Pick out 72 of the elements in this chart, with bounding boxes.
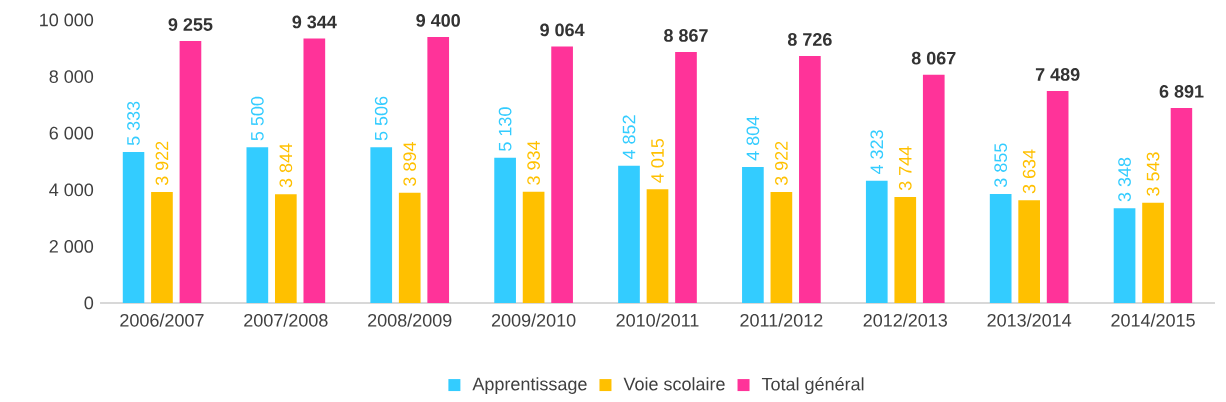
bar (865, 180, 888, 303)
bar (646, 189, 669, 303)
data-label: 9 064 (540, 23, 585, 37)
data-label: 5 333 (127, 101, 140, 146)
bar (303, 38, 326, 303)
data-label: 3 922 (775, 141, 788, 186)
data-label: 3 934 (527, 140, 540, 185)
bar (122, 152, 145, 303)
data-label: 4 323 (870, 130, 884, 175)
data-label: 3 634 (1022, 149, 1036, 194)
bar (1018, 200, 1040, 303)
x-tick-label: 2008/2009 (368, 313, 452, 327)
x-tick-label: 2007/2008 (244, 313, 328, 327)
data-label: 3 894 (403, 142, 417, 186)
data-label: 7 489 (1035, 68, 1080, 81)
bar (1046, 91, 1069, 303)
bar (989, 193, 1012, 303)
data-label: 3 844 (279, 143, 293, 188)
bar (770, 192, 793, 303)
data-label: 8 867 (664, 29, 708, 42)
bar (799, 56, 821, 303)
data-label: 9 344 (292, 15, 337, 29)
data-label: 3 543 (1146, 152, 1160, 196)
bar (1142, 202, 1164, 303)
data-label: 9 255 (168, 18, 213, 31)
bar (151, 192, 173, 303)
data-label: 8 726 (787, 33, 832, 46)
bar (551, 46, 573, 303)
bar (370, 147, 393, 303)
bar (494, 157, 516, 303)
data-label: 9 400 (416, 14, 460, 27)
data-label: 4 015 (651, 138, 664, 183)
y-tick-label: 0 (84, 296, 94, 310)
bar (274, 194, 297, 303)
data-label: 5 130 (498, 107, 512, 151)
legend-label: Total général (761, 377, 864, 395)
legend-label: Apprentissage (472, 377, 587, 394)
bar (922, 74, 945, 303)
y-tick-label: 4 000 (49, 183, 94, 197)
bar (1170, 107, 1193, 303)
x-tick-label: 2011/2012 (740, 313, 823, 327)
data-label: 3 922 (155, 141, 169, 186)
data-label: 8 067 (911, 51, 956, 65)
bar (179, 41, 202, 303)
bar (427, 36, 450, 303)
data-label: 3 348 (1118, 157, 1131, 202)
bar (894, 197, 917, 303)
data-label: 4 804 (746, 116, 760, 161)
data-label: 5 500 (250, 96, 264, 141)
x-tick-label: 2010/2011 (616, 313, 699, 327)
y-tick-label: 2 000 (49, 240, 94, 253)
bar (522, 191, 545, 303)
bar (675, 52, 697, 303)
data-label: 6 891 (1159, 85, 1204, 98)
y-tick-label: 6 000 (49, 126, 94, 140)
legend-label: Voie scolaire (623, 377, 725, 391)
x-tick-label: 2012/2013 (863, 313, 948, 327)
data-label: 3 855 (994, 143, 1008, 188)
x-tick-label: 2009/2010 (491, 313, 576, 327)
x-tick-label: 2014/2015 (1111, 313, 1195, 327)
data-label: 3 744 (898, 146, 912, 191)
bar (618, 165, 640, 303)
bar (742, 167, 764, 303)
x-tick-label: 2006/2007 (120, 313, 204, 327)
data-label: 4 852 (622, 115, 636, 160)
x-tick-label: 2013/2014 (987, 313, 1072, 327)
y-tick-label: 8 000 (49, 70, 94, 83)
data-label: 5 506 (374, 96, 388, 141)
bar (246, 147, 269, 303)
bar (1113, 208, 1136, 303)
y-tick-label: 10 000 (40, 13, 94, 27)
bar (398, 192, 421, 303)
